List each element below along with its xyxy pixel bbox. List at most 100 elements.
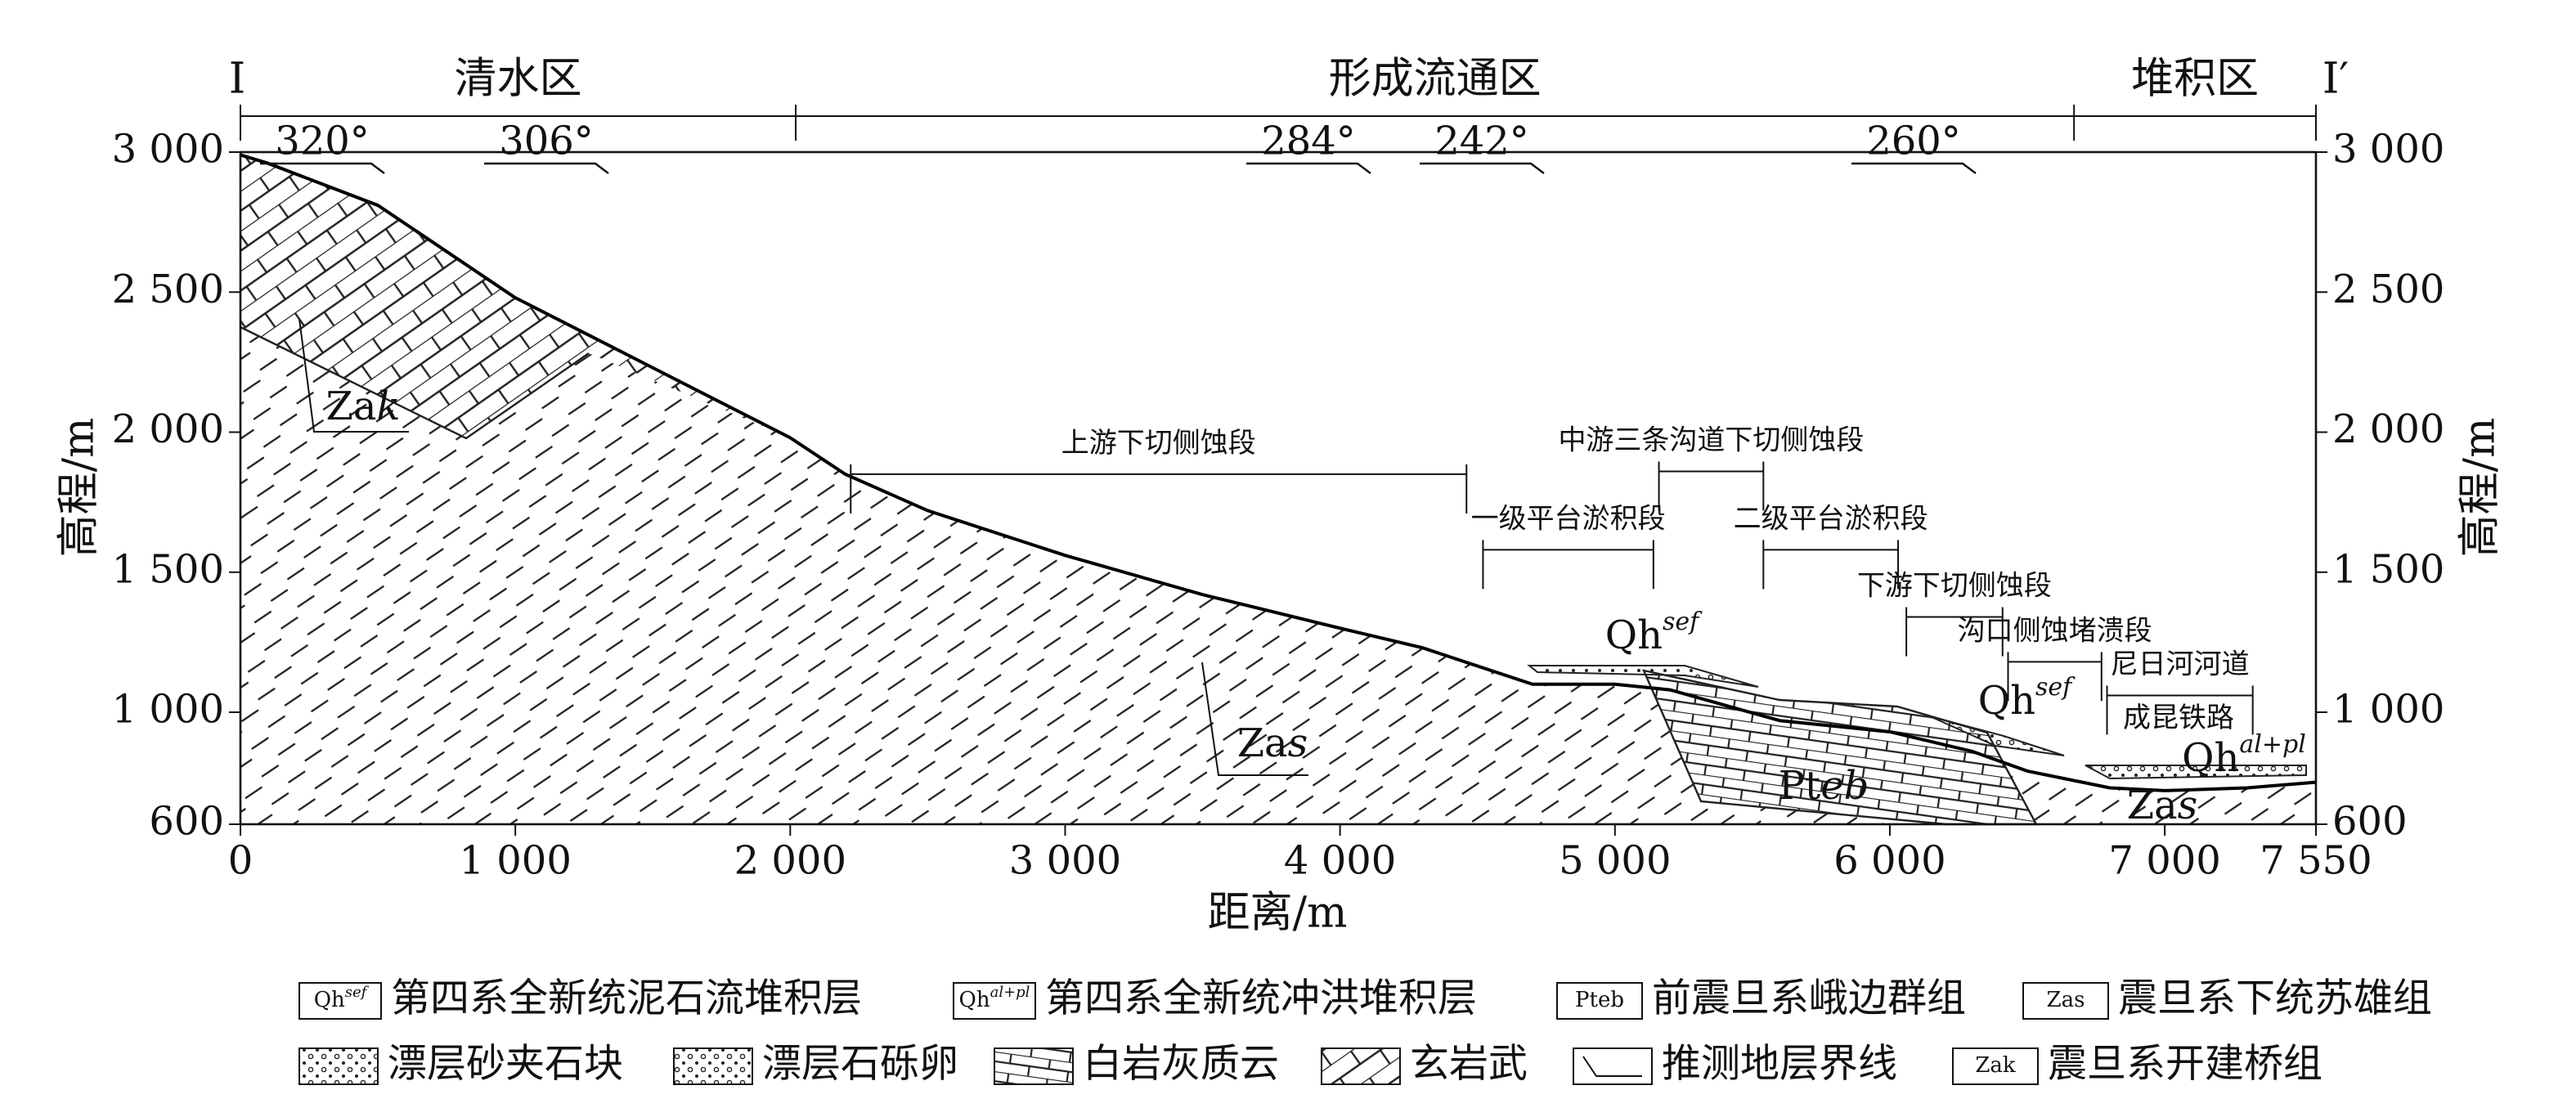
legend-swatch <box>298 1047 379 1085</box>
dip-label: 242° <box>1434 119 1529 164</box>
y2-tick-label: 600 <box>2332 799 2408 845</box>
dip-symbol <box>260 162 385 174</box>
formation-sup: sef <box>1663 608 1703 636</box>
formation-italic: eb <box>1820 763 1869 809</box>
zone-label: 堆积区 <box>2131 55 2259 104</box>
formation-label: Qhal+pl <box>2182 730 2306 781</box>
y-tick-label: 1 000 <box>112 687 224 733</box>
legend-code-text: Qh <box>314 988 345 1012</box>
zone-label: 清水区 <box>455 55 582 104</box>
formation-label: Pteb <box>1779 763 1869 809</box>
formation-label: Qhsef <box>1978 673 2076 724</box>
dip-symbol <box>484 162 609 174</box>
legend-code-text: Zas <box>2047 988 2085 1012</box>
formation-code: Za <box>325 384 376 429</box>
zas-fill <box>240 155 2316 825</box>
leader <box>298 318 409 433</box>
dip-symbol <box>1420 162 1545 174</box>
legend-code-text: Pteb <box>1575 988 1624 1012</box>
section-end: I′ <box>2322 55 2349 104</box>
formation-italic: k <box>376 384 400 429</box>
formation-label: Zas <box>2127 783 2198 828</box>
formation-code: Qh <box>1605 612 1663 658</box>
dip-symbol <box>1246 162 1371 174</box>
legend-box <box>1952 1047 2039 1085</box>
leader <box>1201 662 1308 776</box>
legend-label: 漂层砂夹石块 <box>388 1041 623 1087</box>
formation-code: Za <box>1237 720 1288 766</box>
section-label: 尼日河河道 <box>2111 648 2250 680</box>
legend-box <box>298 982 382 1020</box>
y2-tick-label: 2 500 <box>2332 267 2444 312</box>
legend-line-symbol <box>1582 1056 1642 1077</box>
formation-sup: sef <box>2035 673 2076 702</box>
legend-swatch <box>994 1047 1074 1085</box>
legend-code: Qhsef <box>314 984 370 1012</box>
formation-code: Qh <box>1978 678 2035 724</box>
x-tick-label: 2 000 <box>734 838 846 884</box>
legend-label: 玄岩武 <box>1410 1041 1528 1087</box>
legend-label: 白岩灰质云 <box>1083 1041 1279 1087</box>
legend-code-text: Zak <box>1975 1053 2016 1078</box>
section-label: 下游下切侧蚀段 <box>1857 570 2052 603</box>
railway-label: 成昆铁路 <box>2123 702 2234 734</box>
qh-fill <box>1527 665 1759 688</box>
legend-code: Zak <box>1975 1053 2016 1078</box>
legend-label: 推测地层界线 <box>1662 1041 1897 1087</box>
legend-code: Zas <box>2047 988 2085 1012</box>
formation-code: Za <box>2127 783 2178 828</box>
legend-code-text: Qh <box>959 988 990 1012</box>
section-start: I <box>229 55 246 104</box>
dip-label: 320° <box>275 119 370 164</box>
qhal-fill <box>2085 765 2307 780</box>
formation-italic: s <box>2178 783 2198 828</box>
legend-code: Pteb <box>1575 988 1624 1012</box>
section-label: 上游下切侧蚀段 <box>1061 427 1256 460</box>
legend-box <box>1556 982 1643 1020</box>
legend-box <box>2022 982 2109 1020</box>
x-tick-label: 0 <box>228 838 254 884</box>
section-label: 沟口侧蚀堵溃段 <box>1958 614 2152 647</box>
legend-swatch <box>1321 1047 1401 1085</box>
formation-code: Pt <box>1779 763 1821 809</box>
formation-code: Qh <box>2182 735 2239 781</box>
legend-box <box>953 982 1036 1020</box>
legend-box <box>1573 1047 1653 1085</box>
formation-label: Zas <box>1237 720 1308 766</box>
formation-label: Qhsef <box>1605 608 1703 658</box>
plot-frame <box>239 150 2318 826</box>
legend-code-sup: sef <box>345 984 370 1001</box>
legend-swatch <box>673 1047 753 1085</box>
y-tick-label: 2 000 <box>112 406 224 452</box>
x-tick-label: 1 000 <box>459 838 571 884</box>
y2-tick-label: 1 000 <box>2332 687 2444 733</box>
y-tick-label: 2 500 <box>112 267 224 312</box>
dip-label: 306° <box>499 119 594 164</box>
zak-fill <box>240 155 791 439</box>
zone-label: 形成流通区 <box>1329 55 1542 104</box>
y2-tick-label: 2 000 <box>2332 406 2444 452</box>
formation-label: Zak <box>325 384 400 429</box>
formation-italic: s <box>1288 720 1308 766</box>
x-tick-label: 3 000 <box>1009 838 1121 884</box>
legend-label: 第四系全新统冲洪堆积层 <box>1045 976 1477 1021</box>
legend-label: 震旦系开建桥组 <box>2048 1041 2322 1087</box>
y2-tick-label: 3 000 <box>2332 127 2444 173</box>
y-tick-label: 600 <box>149 799 224 845</box>
section-label: 二级平台淤积段 <box>1734 502 1928 535</box>
y-tick-label: 1 500 <box>112 546 224 592</box>
legend-label: 漂层石砾卵 <box>762 1041 958 1087</box>
dip-label: 284° <box>1261 119 1356 164</box>
dip-symbol <box>1851 162 1977 174</box>
legend-code: Qhal+pl <box>959 984 1030 1012</box>
legend-code-sup: al+pl <box>990 984 1030 1001</box>
legend-label: 第四系全新统泥石流堆积层 <box>391 976 862 1021</box>
section-label: 一级平台淤积段 <box>1471 502 1666 535</box>
qh-fill <box>1929 715 2065 756</box>
y2-tick-label: 1 500 <box>2332 546 2444 592</box>
x-tick-label: 7 550 <box>2260 838 2372 884</box>
section-label: 中游三条沟道下切侧蚀段 <box>1558 424 1864 456</box>
boundary <box>240 325 590 440</box>
formation-sup: al+pl <box>2239 730 2305 759</box>
